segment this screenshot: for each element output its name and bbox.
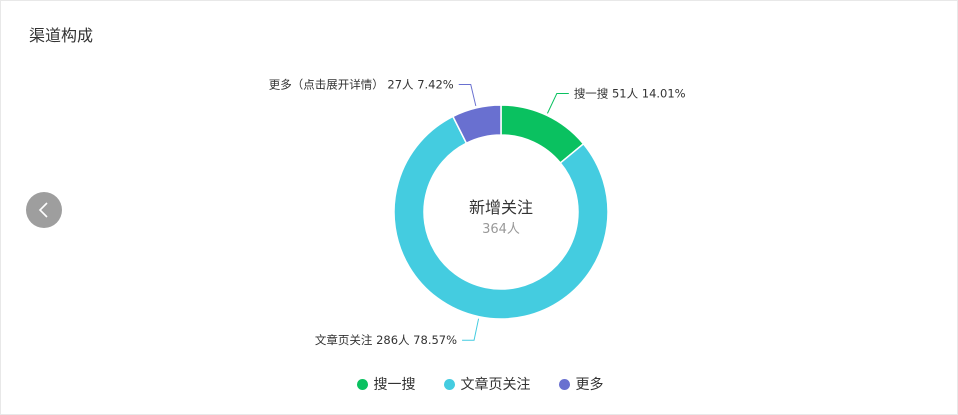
callout-more: 更多（点击展开详情） 27人 7.42% <box>269 78 454 92</box>
legend-item-more[interactable]: 更多 <box>558 374 604 394</box>
center-title: 新增关注 <box>469 198 533 217</box>
legend-dot <box>356 378 368 390</box>
chart-legend: 搜一搜 文章页关注 更多 <box>1 374 958 394</box>
legend-label: 更多 <box>575 377 604 393</box>
legend-dot <box>558 378 570 390</box>
slice-article[interactable] <box>393 115 609 320</box>
center-value: 364人 <box>482 222 520 237</box>
callout-line <box>546 92 569 114</box>
slice-more[interactable] <box>451 104 502 145</box>
callout-article: 文章页关注 286人 78.57% <box>315 333 457 347</box>
legend-item-article[interactable]: 文章页关注 <box>443 374 531 394</box>
callout-line <box>462 318 480 341</box>
legend-label: 文章页关注 <box>460 377 531 393</box>
legend-dot <box>443 378 455 390</box>
chevron-left-icon <box>38 202 48 218</box>
callout-line <box>458 84 477 107</box>
callout-search: 搜一搜 51人 14.01% <box>574 86 686 100</box>
donut-chart: 搜一搜 51人 14.01% 文章页关注 286人 78.57% 更多（点击展开详情… <box>269 78 686 348</box>
prev-chart-button[interactable] <box>26 192 62 228</box>
legend-label: 搜一搜 <box>373 377 416 393</box>
chart-title: 渠道构成 <box>29 26 94 45</box>
legend-item-search[interactable]: 搜一搜 <box>356 374 416 394</box>
